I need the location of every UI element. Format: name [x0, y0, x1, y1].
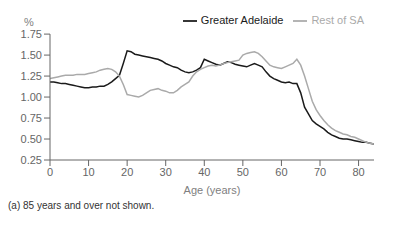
svg-text:1.75: 1.75 — [21, 28, 42, 40]
svg-text:0: 0 — [47, 166, 53, 178]
svg-text:0.25: 0.25 — [21, 154, 42, 166]
svg-text:0.50: 0.50 — [21, 133, 42, 145]
svg-text:Age (years): Age (years) — [184, 184, 241, 196]
svg-text:%: % — [24, 16, 34, 28]
svg-text:10: 10 — [82, 166, 94, 178]
svg-text:70: 70 — [314, 166, 326, 178]
svg-text:50: 50 — [237, 166, 249, 178]
svg-text:60: 60 — [275, 166, 287, 178]
svg-text:1.00: 1.00 — [21, 91, 42, 103]
svg-text:30: 30 — [160, 166, 172, 178]
svg-text:0.75: 0.75 — [21, 112, 42, 124]
svg-text:80: 80 — [352, 166, 364, 178]
html-text:Rest of SA: Rest of SA — [311, 14, 364, 26]
html-text:Greater Adelaide: Greater Adelaide — [200, 14, 284, 26]
svg-text:1.50: 1.50 — [21, 49, 42, 61]
svg-text:1.25: 1.25 — [21, 70, 42, 82]
svg-text:40: 40 — [198, 166, 210, 178]
html-text:(a) 85 years and over not show: (a) 85 years and over not shown. — [8, 200, 155, 211]
svg-text:20: 20 — [121, 166, 133, 178]
